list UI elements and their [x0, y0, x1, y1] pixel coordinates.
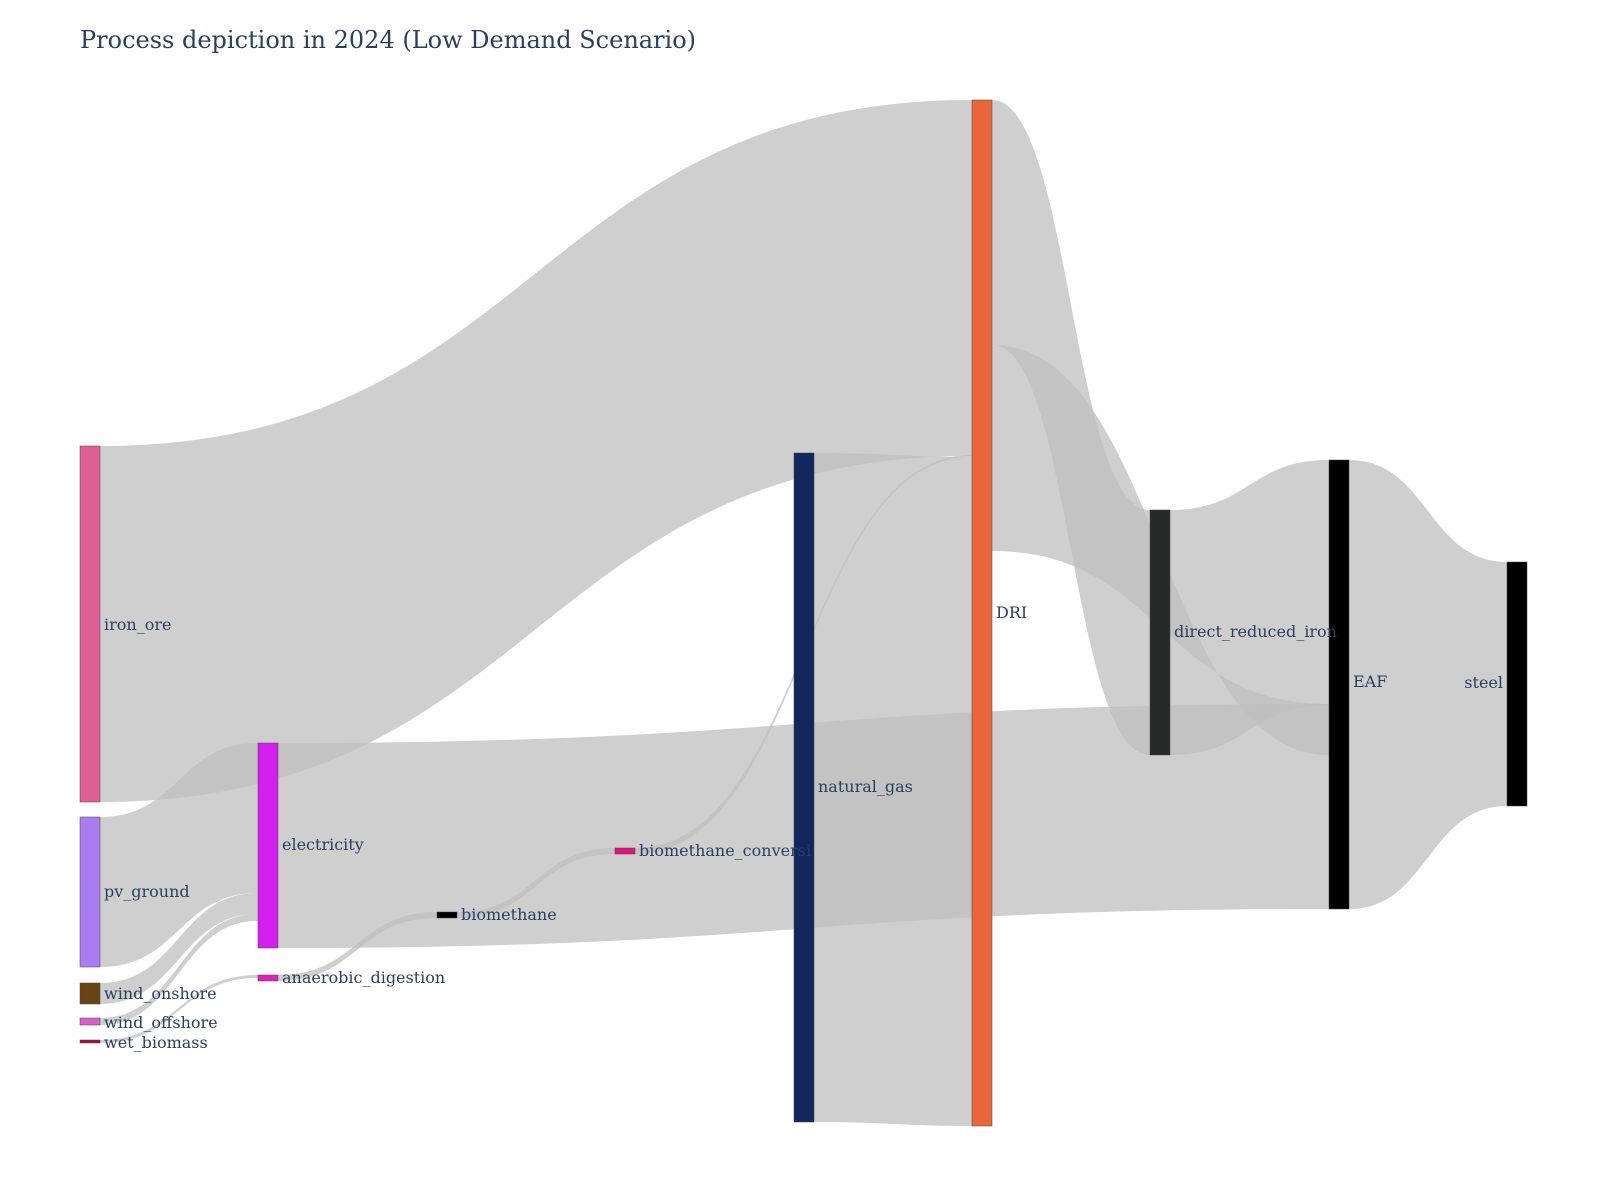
node-label-steel: steel	[1464, 673, 1503, 692]
node-label-pv_ground: pv_ground	[104, 882, 190, 901]
node-direct_reduced_iron[interactable]	[1149, 509, 1171, 756]
node-anaerobic_digestion[interactable]	[257, 974, 279, 982]
node-label-biomethane: biomethane	[461, 905, 557, 924]
node-label-wet_biomass: wet_biomass	[104, 1033, 208, 1052]
link-anaerobic_digestion-to-biomethane[interactable]	[278, 912, 437, 981]
node-label-natural_gas: natural_gas	[818, 777, 913, 796]
node-DRI[interactable]	[971, 99, 993, 1127]
node-electricity[interactable]	[257, 742, 279, 949]
node-label-direct_reduced_iron: direct_reduced_iron	[1174, 622, 1337, 641]
node-label-biomethane_conversion: biomethane_conversi	[639, 841, 811, 860]
link-wet_biomass-to-anaerobic_digestion[interactable]	[100, 975, 258, 1043]
node-wet_biomass[interactable]	[79, 1039, 101, 1044]
node-biomethane[interactable]	[436, 911, 458, 919]
node-biomethane_conversion[interactable]	[614, 847, 636, 855]
node-label-wind_offshore: wind_offshore	[104, 1013, 218, 1032]
link-iron_ore-to-DRI[interactable]	[100, 100, 972, 802]
node-label-electricity: electricity	[282, 835, 364, 854]
node-wind_onshore[interactable]	[79, 982, 101, 1005]
node-pv_ground[interactable]	[79, 816, 101, 968]
node-label-iron_ore: iron_ore	[104, 615, 171, 634]
link-wind_offshore-to-electricity[interactable]	[100, 914, 258, 1025]
node-wind_offshore[interactable]	[79, 1017, 101, 1026]
link-wind_onshore-to-electricity[interactable]	[100, 893, 258, 1004]
node-label-EAF: EAF	[1353, 672, 1387, 691]
node-steel[interactable]	[1506, 561, 1528, 807]
link-EAF-to-steel[interactable]	[1349, 460, 1507, 909]
node-label-DRI: DRI	[996, 603, 1027, 622]
sankey-nodes	[79, 99, 1528, 1127]
node-label-anaerobic_digestion: anaerobic_digestion	[282, 968, 445, 987]
link-direct_reduced_iron-to-EAF[interactable]	[1170, 460, 1329, 755]
node-EAF[interactable]	[1328, 459, 1350, 910]
node-label-wind_onshore: wind_onshore	[104, 984, 217, 1003]
link-natural_gas-to-DRI[interactable]	[814, 453, 972, 1126]
sankey-labels: iron_ore pv_ground wind_onshore wind_offsho…	[104, 603, 1503, 1052]
chart-title: Process depiction in 2024 (Low Demand Sc…	[80, 26, 697, 54]
node-natural_gas[interactable]	[793, 452, 815, 1123]
link-pv_ground-to-electricity[interactable]	[100, 743, 258, 967]
node-iron_ore[interactable]	[79, 445, 101, 803]
link-biomethane-to-biomethane_conversion[interactable]	[457, 848, 615, 918]
sankey-links	[100, 100, 1507, 1126]
